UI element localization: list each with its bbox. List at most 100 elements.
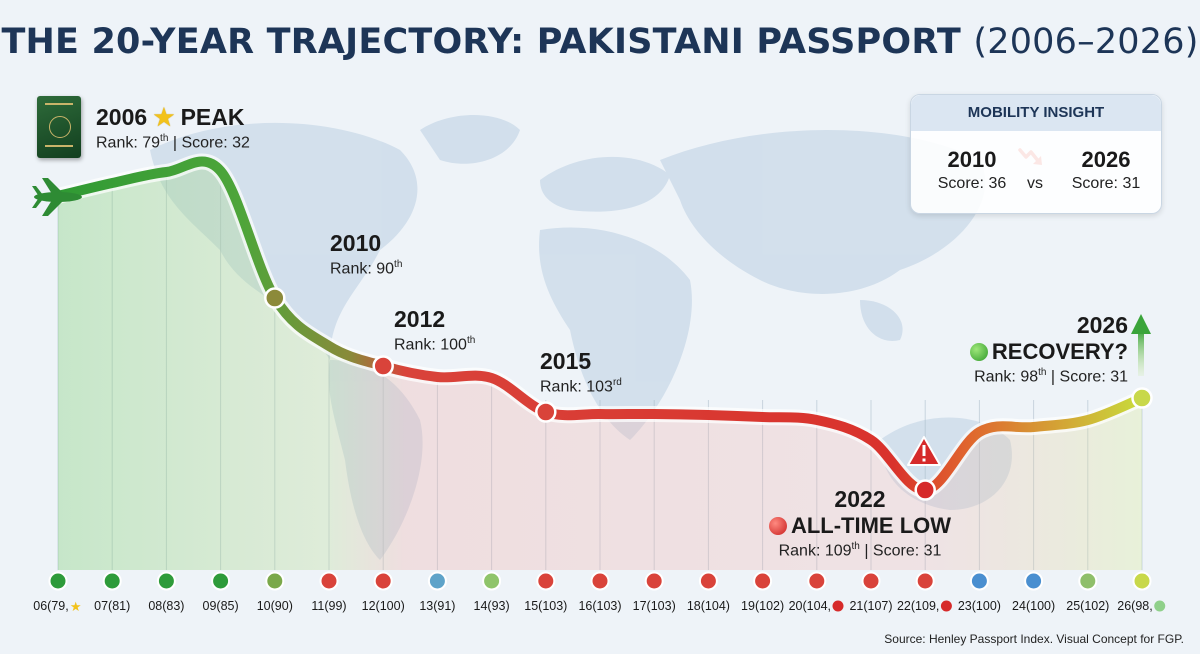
star-icon: ★ [70,599,82,614]
passport-emblem [49,116,71,138]
timeline-marker-2013 [427,571,447,591]
timeline-markers [48,571,1152,591]
peak-year: 2006 [96,104,148,130]
passport-text-line [45,103,73,105]
low-score: | Score: 31 [859,542,942,560]
red-dot-icon [832,600,844,612]
timeline-marker-2021 [861,571,881,591]
tick-label-2023: 23(100) [958,599,1001,613]
tick-label-2026: 26(98, [1117,599,1152,613]
tick-label-2010: 10(90) [257,599,293,613]
red-dot-icon [768,517,787,535]
timeline-marker-2023 [969,571,989,591]
insight-header: MOBILITY INSIGHT [911,95,1161,131]
timeline-marker-2024 [1024,571,1044,591]
timeline-marker-2025 [1078,571,1098,591]
tick-label-2013: 13(91) [419,599,455,613]
plane-icon [32,178,82,216]
annotation-2012-rank: Rank: 100 [394,336,467,354]
recovery-rank: Rank: 98 [974,368,1039,386]
tick-label-2012: 12(100) [362,599,405,613]
up-arrow-icon [1131,314,1151,376]
annotation-recovery: 2026 RECOVERY? Rank: 98th | Score: 31 [958,312,1128,386]
tick-label-2008: 08(83) [148,599,184,613]
peak-rank: Rank: 79 [96,134,161,152]
insight-vs: vs [1027,175,1043,192]
title-range: (2006–2026) [973,22,1199,62]
green-dot-icon [1154,600,1166,612]
timeline-marker-2022 [915,571,935,591]
annotation-2015-suffix: rd [612,377,622,388]
annotation-low: 2022 ALL-TIME LOW Rank: 109th | Score: 3… [760,486,960,560]
title-main: THE 20-YEAR TRAJECTORY: PAKISTANI PASSPO… [1,22,961,62]
tick-label-2016: 16(103) [578,599,621,613]
insight-left-year: 2010 [947,147,997,172]
insight-right-year: 2026 [1081,147,1131,172]
timeline-marker-2008 [156,571,176,591]
peak-rank-suffix: th [160,133,169,144]
peak-label: PEAK [180,104,245,130]
green-dot-icon [969,343,988,361]
timeline-marker-2010 [265,571,285,591]
timeline-marker-2012 [373,571,393,591]
tick-label-2017: 17(103) [633,599,676,613]
recovery-rank-suffix: th [1038,367,1047,378]
curve-marker-2022 [914,479,936,501]
annotation-2012-suffix: th [466,335,476,346]
timeline-marker-2018 [698,571,718,591]
insight-left: 2010 Score: 36 [927,147,1017,193]
timeline-marker-2009 [211,571,231,591]
tick-label-2011: 11(99) [311,599,346,613]
annotation-2012: 2012 Rank: 100th [394,306,475,354]
timeline-tick-labels: 06(79, ★ 07(81) 08(83) 09(85) 10(90) 11(99) 12(… [33,599,1166,614]
passport-icon [37,96,81,158]
tick-label-2007: 07(81) [94,599,130,613]
annotation-peak: 2006 ★ PEAK Rank: 79th | Score: 32 [96,104,250,152]
curve-markers [264,287,1153,501]
tick-label-2022: 22(109, [897,599,939,613]
area-fill [58,161,1142,570]
tick-label-2015: 15(103) [524,599,567,613]
warning-icon [907,436,941,466]
recovery-score: | Score: 31 [1046,368,1128,386]
annotation-2015-rank: Rank: 103 [540,378,613,396]
star-icon: ★ [153,104,175,130]
timeline-marker-2007 [102,571,122,591]
trajectory-line [53,156,1147,495]
timeline-marker-2015 [536,571,556,591]
annotation-2010-year: 2010 [330,230,382,256]
insight-left-score: Score: 36 [937,175,1007,192]
annotation-2010-suffix: th [394,259,403,270]
annotation-2012-year: 2012 [394,306,446,332]
low-year: 2022 [834,486,886,512]
annotation-2015: 2015 Rank: 103rd [540,348,622,396]
recovery-label: RECOVERY? [991,339,1128,364]
timeline-marker-2011 [319,571,339,591]
curve-marker-2010 [264,287,286,309]
timeline-marker-2026 [1132,571,1152,591]
timeline-marker-2016 [590,571,610,591]
tick-label-2014: 14(93) [474,599,510,613]
red-dot-icon [940,600,952,612]
insight-right-score: Score: 31 [1071,175,1141,192]
tick-label-2021: 21(107) [849,599,892,613]
low-rank: Rank: 109 [778,542,852,560]
tick-label-2019: 19(102) [741,599,784,613]
annotation-2010-rank: Rank: 90 [330,260,395,278]
source-note: Source: Henley Passport Index. Visual Co… [884,632,1184,646]
timeline-marker-2019 [753,571,773,591]
passport-text-line [45,145,73,147]
timeline-marker-2017 [644,571,664,591]
curve-marker-2015 [535,401,557,423]
annotation-2015-year: 2015 [540,348,592,374]
low-rank-suffix: th [851,541,860,552]
tick-label-2025: 25(102) [1066,599,1109,613]
timeline-marker-2014 [482,571,502,591]
curve-marker-2026 [1131,387,1153,409]
peak-score: | Score: 32 [168,134,250,152]
tick-label-2009: 09(85) [203,599,239,613]
tick-label-2018: 18(104) [687,599,730,613]
annotation-2010: 2010 Rank: 90th [330,230,402,278]
timeline-marker-2020 [807,571,827,591]
